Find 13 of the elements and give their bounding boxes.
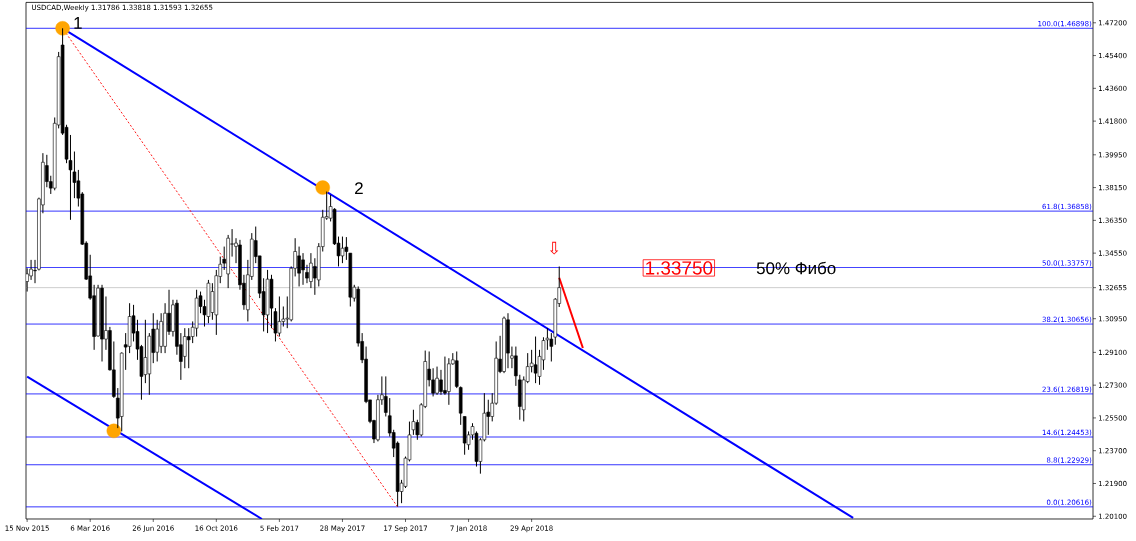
candlestick (183, 327, 187, 369)
candlestick (533, 336, 538, 384)
point (315, 180, 330, 195)
point (55, 21, 70, 36)
annotation: ⇩ (549, 241, 559, 255)
candlestick (435, 366, 439, 396)
candlestick (143, 319, 148, 384)
point (106, 423, 122, 439)
annotation: 2 (355, 182, 363, 195)
candlestick (277, 295, 282, 338)
candlestick (301, 252, 305, 286)
annotation: 1 (74, 17, 82, 29)
candlestick (340, 236, 345, 264)
